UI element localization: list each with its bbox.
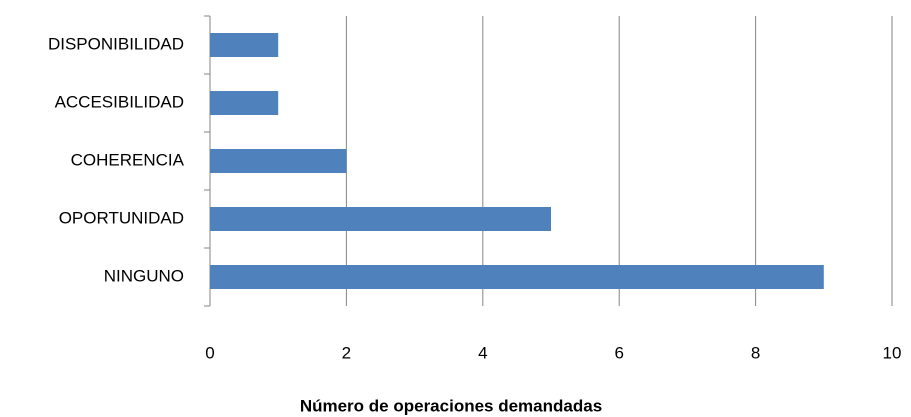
x-tick-label: 4 <box>478 343 487 362</box>
y-tick-label: OPORTUNIDAD <box>59 208 184 227</box>
bar <box>210 207 551 231</box>
y-tick-label: DISPONIBILIDAD <box>48 34 184 53</box>
x-tick-label: 8 <box>751 343 760 362</box>
y-tick-label: ACCESIBILIDAD <box>55 92 184 111</box>
bar <box>210 33 279 57</box>
x-tick-label: 10 <box>883 343 902 362</box>
y-tick-label: COHERENCIA <box>71 150 185 169</box>
x-tick-label: 2 <box>342 343 351 362</box>
x-axis-title: Número de operaciones demandadas <box>300 396 602 415</box>
x-tick-label: 0 <box>205 343 214 362</box>
bar <box>210 265 824 289</box>
bar <box>210 149 347 173</box>
bar <box>210 91 279 115</box>
x-tick-label: 6 <box>614 343 623 362</box>
y-tick-label: NINGUNO <box>104 266 184 285</box>
